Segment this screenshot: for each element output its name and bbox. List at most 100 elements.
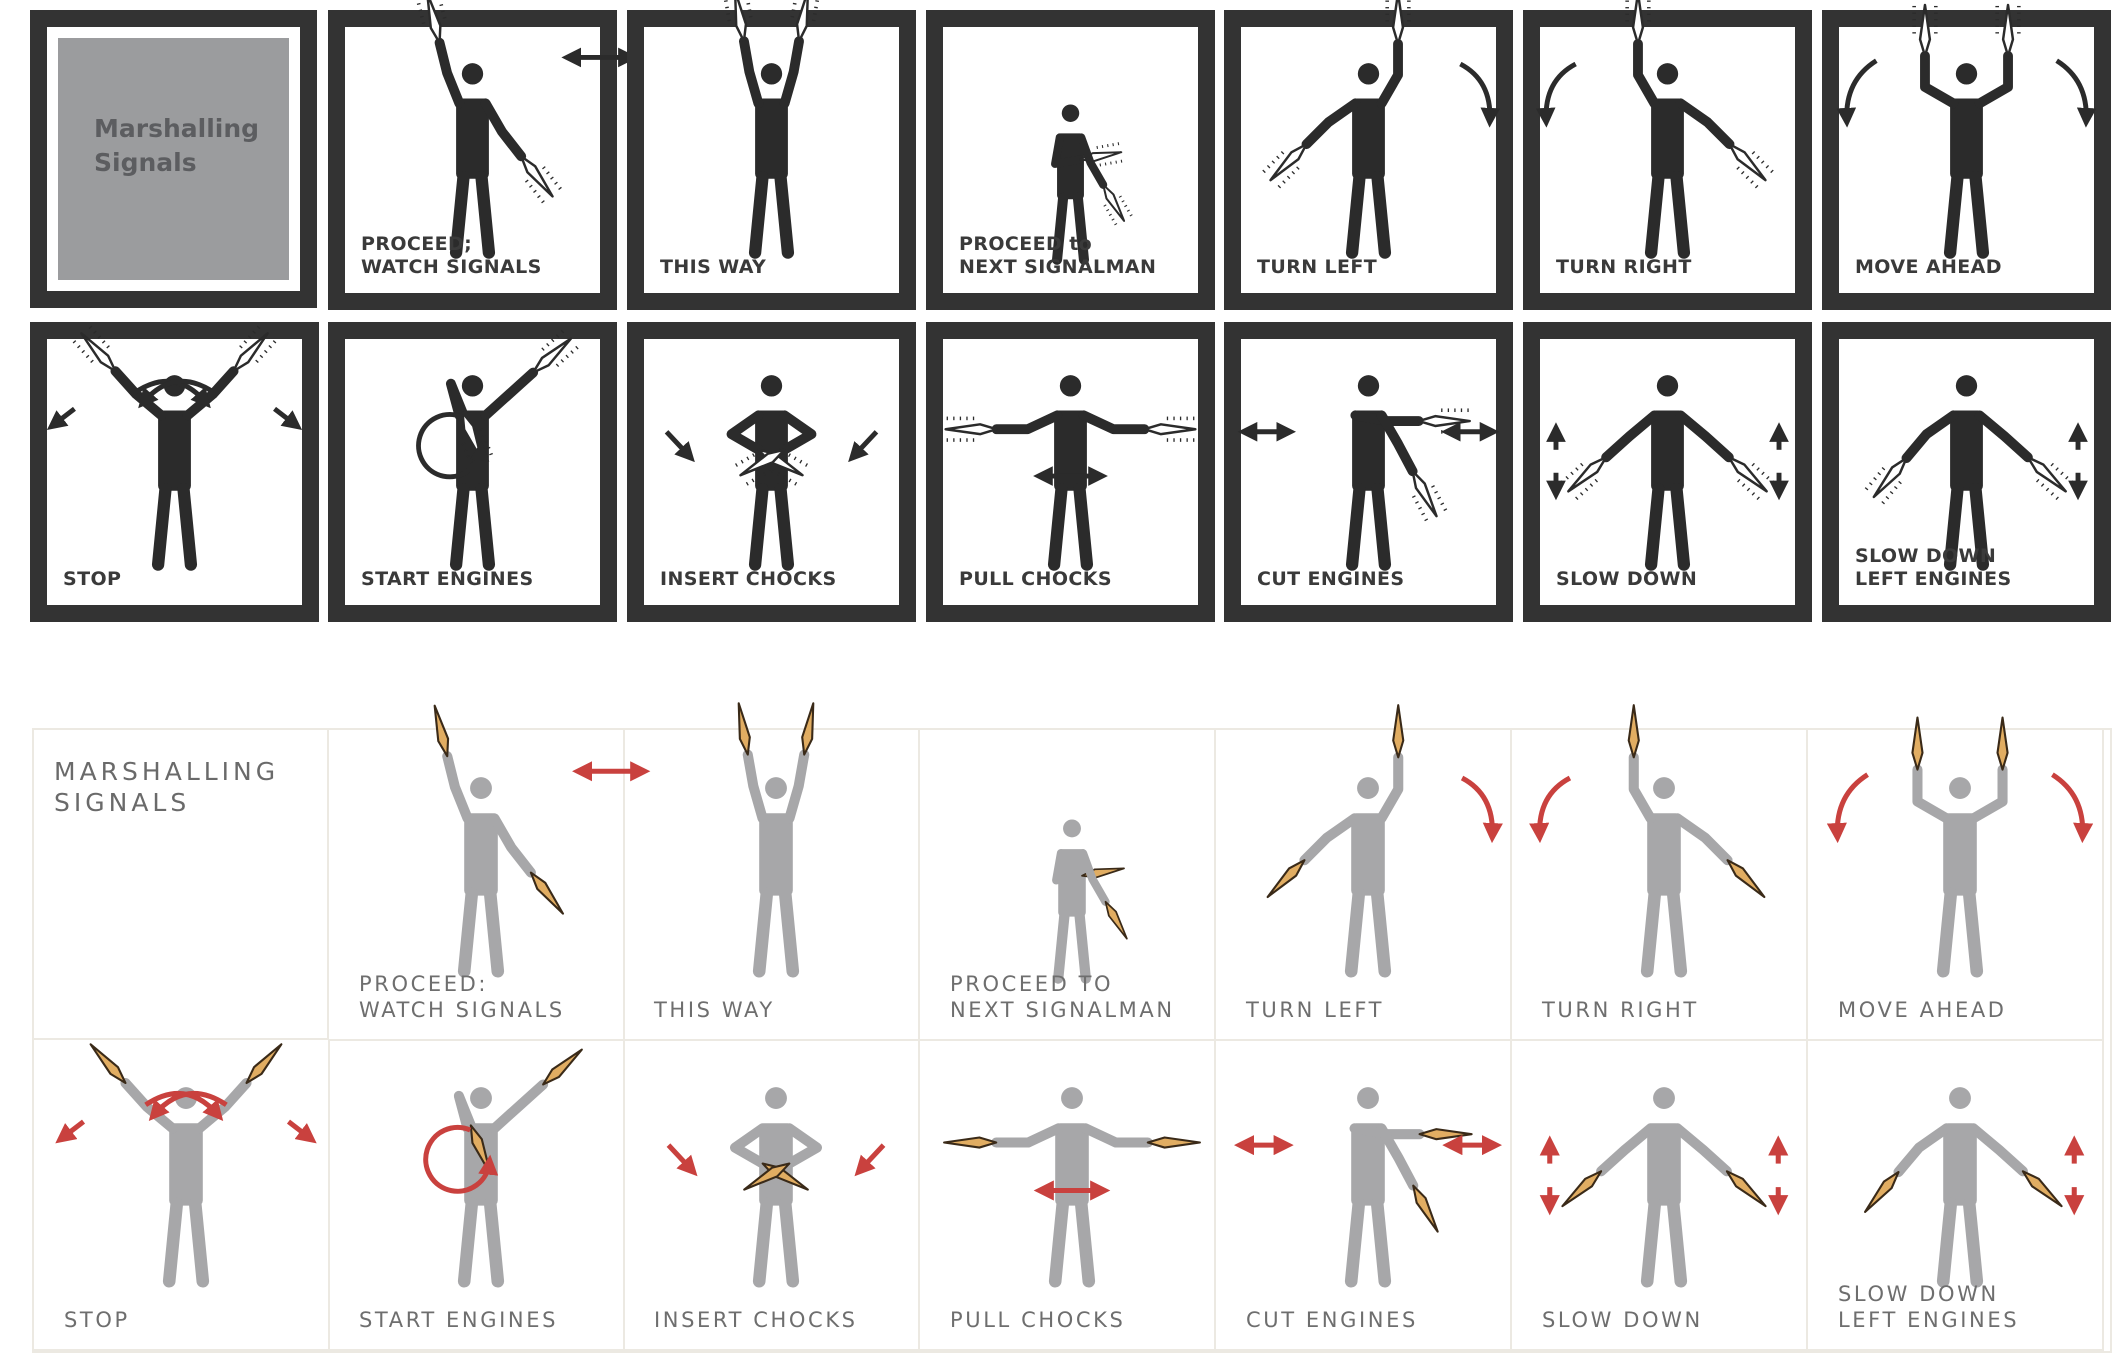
- motion-arrow-1: [423, 1124, 499, 1194]
- figure-left-arm: [1893, 1123, 1952, 1178]
- figure-torso: [1352, 410, 1385, 491]
- left-wand-icon: [944, 423, 998, 436]
- marshaller-figure: [1561, 1087, 1767, 1288]
- left-wand-glow: [1262, 151, 1300, 189]
- right-wand-icon: [743, 1162, 791, 1191]
- figure-head: [1653, 777, 1675, 799]
- figure-head: [461, 375, 484, 397]
- figure-left-leg: [748, 171, 769, 259]
- signal-caption: THIS WAY: [660, 256, 767, 278]
- figure-left-arm: [1628, 752, 1656, 824]
- signal-caption: PULL CHOCKS: [959, 568, 1112, 590]
- figure-left-arm: [1901, 410, 1959, 463]
- figure-right-arm: [784, 749, 810, 824]
- figure-right-arm: [489, 813, 536, 878]
- motion-arrow-2: [2051, 772, 2094, 844]
- figure-left-leg: [1048, 1197, 1070, 1288]
- figure-right-leg: [1670, 483, 1691, 571]
- old-signal-proceed-next-signalman: PROCEED to NEXT SIGNALMAN: [926, 10, 1215, 310]
- marshaller-figure: [944, 375, 1197, 571]
- motion-arrow-1: [1826, 772, 1869, 844]
- figure-torso: [1351, 1123, 1385, 1206]
- signal-illustration: [943, 1087, 1201, 1288]
- right-wand-glow: [735, 449, 772, 486]
- left-wand-icon: [1269, 142, 1308, 182]
- figure-left-leg: [457, 887, 479, 978]
- motion-arrows: [55, 1090, 317, 1144]
- figure-torso: [464, 813, 498, 896]
- figure-left-leg: [1943, 171, 1964, 259]
- left-wand-icon: [89, 1043, 127, 1085]
- figure-right-arm: [1376, 410, 1418, 477]
- figure-torso: [1055, 1123, 1089, 1206]
- right-wand-glow: [1411, 485, 1448, 522]
- figure-torso: [1647, 1123, 1681, 1206]
- marshaller-figure: [445, 329, 579, 571]
- figure-head: [470, 777, 492, 799]
- figure-right-arm: [1974, 50, 2013, 109]
- signal-caption: SLOW DOWN: [1542, 1308, 1703, 1332]
- motion-arrow-1: [666, 1143, 698, 1177]
- left-wand-icon: [1417, 414, 1471, 428]
- figure-right-arm: [779, 410, 817, 455]
- signal-caption: SLOW DOWN LEFT ENGINES: [1855, 545, 2012, 590]
- right-wand-icon: [1143, 423, 1197, 436]
- right-wand-icon: [1391, 0, 1405, 46]
- figure-right-arm: [1077, 133, 1108, 189]
- marshaller-figure: [943, 1087, 1201, 1288]
- signal-caption: PROCEED to NEXT SIGNALMAN: [959, 233, 1157, 278]
- marshaller-figure: [723, 0, 820, 259]
- old-title-tile: Marshalling Signals: [58, 38, 289, 280]
- right-wand-glow: [1737, 462, 1775, 501]
- figure-right-arm: [1672, 1123, 1732, 1177]
- right-wand-icon: [1411, 470, 1438, 518]
- figure-left-leg: [151, 483, 172, 571]
- marshaller-figure: [72, 325, 277, 571]
- figure-right-leg: [483, 887, 505, 978]
- motion-arrows: [1826, 772, 2094, 844]
- signal-illustration: [1262, 0, 1501, 259]
- motion-arrow-2: [848, 430, 879, 463]
- motion-arrow-1: [664, 430, 695, 463]
- figure-torso: [464, 1123, 498, 1206]
- figure-right-leg: [475, 171, 496, 259]
- signal-illustration: [1864, 375, 2088, 571]
- marshaller-figure: [1560, 375, 1775, 571]
- right-wand-icon: [542, 1048, 583, 1086]
- signal-illustration: [1836, 3, 2097, 259]
- figure-torso: [755, 410, 788, 491]
- marshaller-figure: [1627, 704, 1766, 978]
- signal-caption: PROCEED; WATCH SIGNALS: [361, 233, 542, 278]
- figure-head: [1063, 819, 1081, 838]
- figure-head: [1357, 1087, 1379, 1109]
- motion-arrows: [666, 1143, 886, 1177]
- figure-right-leg: [188, 1197, 210, 1288]
- figure-right-arm: [182, 366, 239, 421]
- motion-arrow-1: [1836, 58, 1878, 128]
- figure-right-leg: [778, 1197, 800, 1288]
- marshaller-figure: [433, 704, 565, 978]
- old-signal-turn-right: TURN RIGHT: [1523, 0, 1812, 310]
- marshaller-figure: [89, 1043, 283, 1288]
- figure-left-leg: [1344, 887, 1366, 978]
- figure-left-leg: [1344, 1197, 1366, 1288]
- new-signal-proceed-watch-signals: PROCEED: WATCH SIGNALS: [329, 704, 651, 1041]
- signal-illustration: [1052, 819, 1128, 984]
- figure-head: [1949, 777, 1971, 799]
- motion-arrows: [1539, 1135, 1789, 1216]
- figure-left-arm: [442, 751, 473, 824]
- figure-left-leg: [1640, 887, 1662, 978]
- figure-left-leg: [1053, 910, 1070, 984]
- figure-right-leg: [1370, 1197, 1392, 1288]
- motion-arrow-2: [2055, 58, 2097, 128]
- figure-right-arm: [480, 367, 539, 421]
- signal-caption: TURN RIGHT: [1556, 256, 1692, 278]
- figure-left-arm: [1299, 813, 1360, 866]
- figure-torso: [1651, 410, 1684, 491]
- figure-left-arm: [726, 410, 764, 455]
- right-wand-icon: [232, 332, 269, 373]
- figure-right-arm: [1078, 849, 1110, 906]
- signal-illustration: [433, 704, 651, 978]
- figure-left-arm: [1051, 133, 1085, 168]
- left-wand-icon: [734, 0, 748, 43]
